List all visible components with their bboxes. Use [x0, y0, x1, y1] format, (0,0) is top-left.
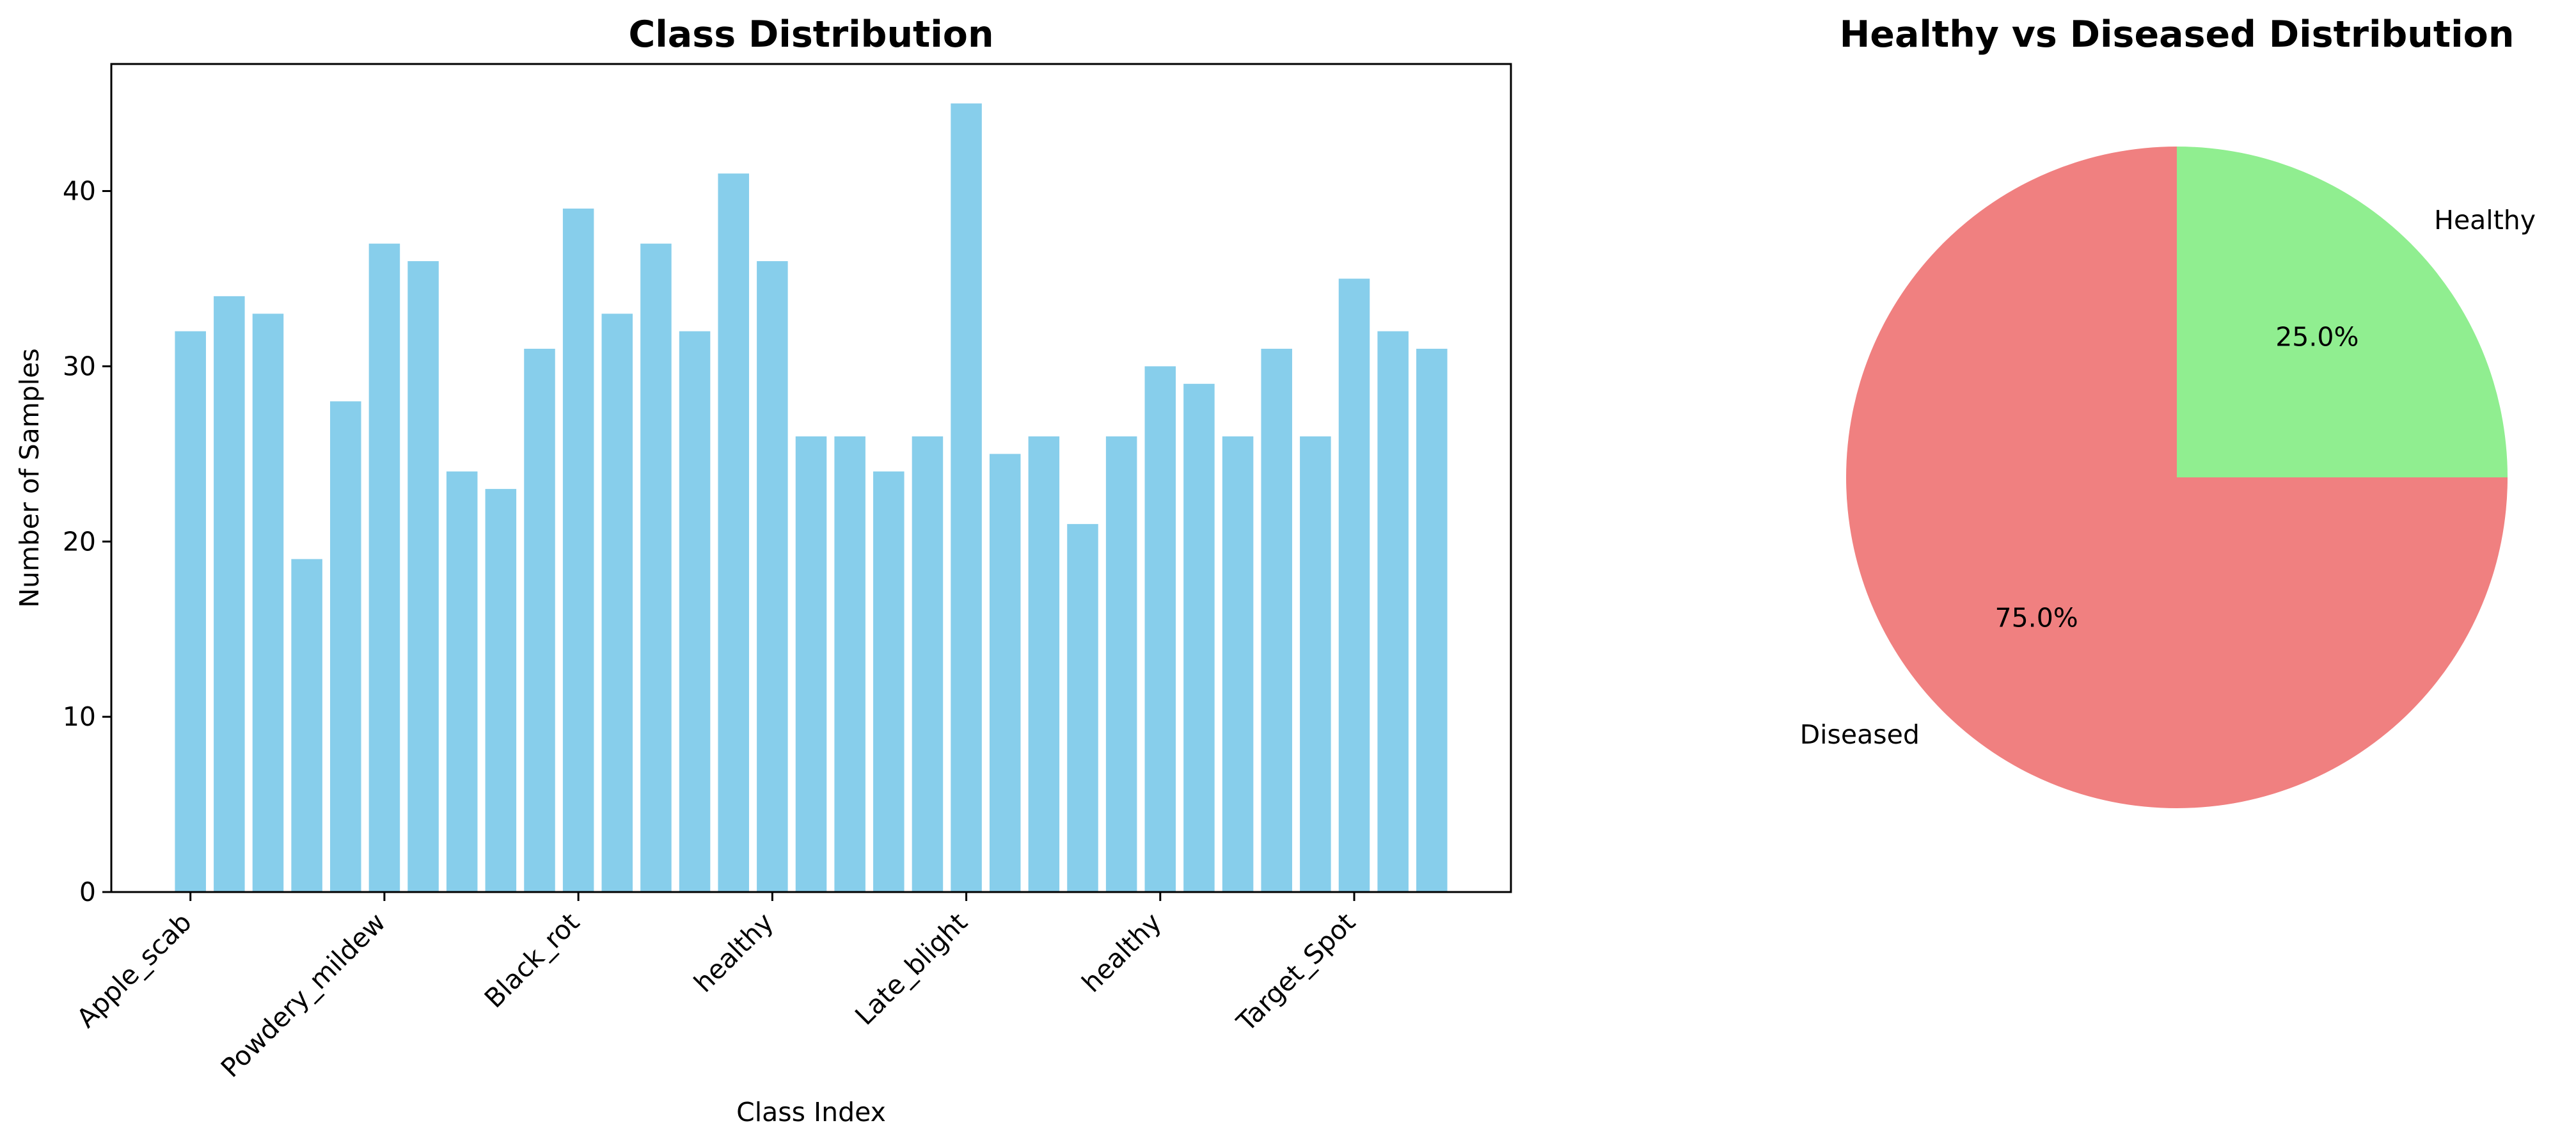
pie-pct-label: 25.0%: [2275, 322, 2359, 353]
bar: [989, 454, 1021, 892]
y-axis: 0 10 20 30 40: [63, 176, 111, 907]
bar: [252, 314, 284, 892]
bar: [524, 349, 555, 892]
bar: [1105, 436, 1137, 892]
bar: [873, 471, 905, 892]
pie-chart-title: Healthy vs Diseased Distribution: [1840, 13, 2515, 56]
bar: [1222, 436, 1254, 892]
x-tick-label: Apple_scab: [71, 907, 198, 1033]
bar: [1144, 366, 1176, 892]
x-tick-label: healthy: [688, 907, 780, 998]
x-axis: Apple_scab Powdery_mildew Black_rot healthy…: [71, 892, 1361, 1083]
bar: [1183, 383, 1215, 892]
bar: [330, 401, 361, 892]
pie-slice: [1846, 147, 2508, 808]
y-tick-label: 20: [63, 526, 96, 557]
bar: [951, 103, 982, 893]
bar: [1067, 523, 1098, 892]
bar: [291, 559, 322, 892]
x-tick-label: Late_blight: [849, 907, 973, 1031]
pie-category-label: Diseased: [1800, 719, 1920, 750]
bar: [407, 261, 439, 893]
bar: [446, 471, 478, 892]
pie-labels: 25.0% Healthy 75.0% Diseased: [1800, 205, 2536, 750]
x-axis-label: Class Index: [736, 1097, 886, 1128]
bar: [1300, 436, 1331, 892]
pie-slices: [1846, 147, 2508, 808]
bar: [757, 261, 788, 893]
bar: [175, 331, 206, 892]
y-tick-label: 30: [63, 351, 96, 381]
bar: [718, 173, 749, 892]
bar: [1028, 436, 1060, 892]
bar: [485, 489, 517, 892]
bar: [368, 243, 400, 892]
y-tick-label: 10: [63, 701, 96, 732]
bar: [601, 314, 633, 892]
bar: [214, 296, 245, 892]
y-tick-label: 0: [79, 877, 96, 907]
y-tick-label: 40: [63, 176, 96, 207]
bar: [1261, 349, 1292, 892]
x-tick-label: healthy: [1076, 907, 1167, 998]
bar: [679, 331, 711, 892]
bar: [795, 436, 827, 892]
bar: [1377, 331, 1409, 892]
bar-plot-frame: [110, 63, 1512, 893]
y-axis-label: Number of Samples: [14, 348, 45, 607]
bar: [640, 243, 672, 892]
bar: [1416, 349, 1448, 892]
bar-series: [175, 103, 1448, 893]
pie-slice: [2177, 147, 2508, 477]
x-tick-label: Black_rot: [478, 907, 585, 1014]
pie-chart: Healthy vs Diseased Distribution 25.0% He…: [1800, 13, 2536, 808]
bar: [834, 436, 865, 892]
bar: [562, 208, 594, 892]
x-tick-label: Powdery_mildew: [215, 907, 391, 1083]
x-tick-label: Target_Spot: [1230, 907, 1361, 1038]
bar-chart-title: Class Distribution: [628, 13, 993, 56]
pie-pct-label: 75.0%: [1995, 602, 2078, 633]
bar: [912, 436, 944, 892]
bar-chart: Class Distribution 0 10 20 30 40 Apple_scab P…: [14, 13, 1512, 1128]
bar: [1338, 278, 1370, 893]
pie-category-label: Healthy: [2434, 205, 2536, 235]
